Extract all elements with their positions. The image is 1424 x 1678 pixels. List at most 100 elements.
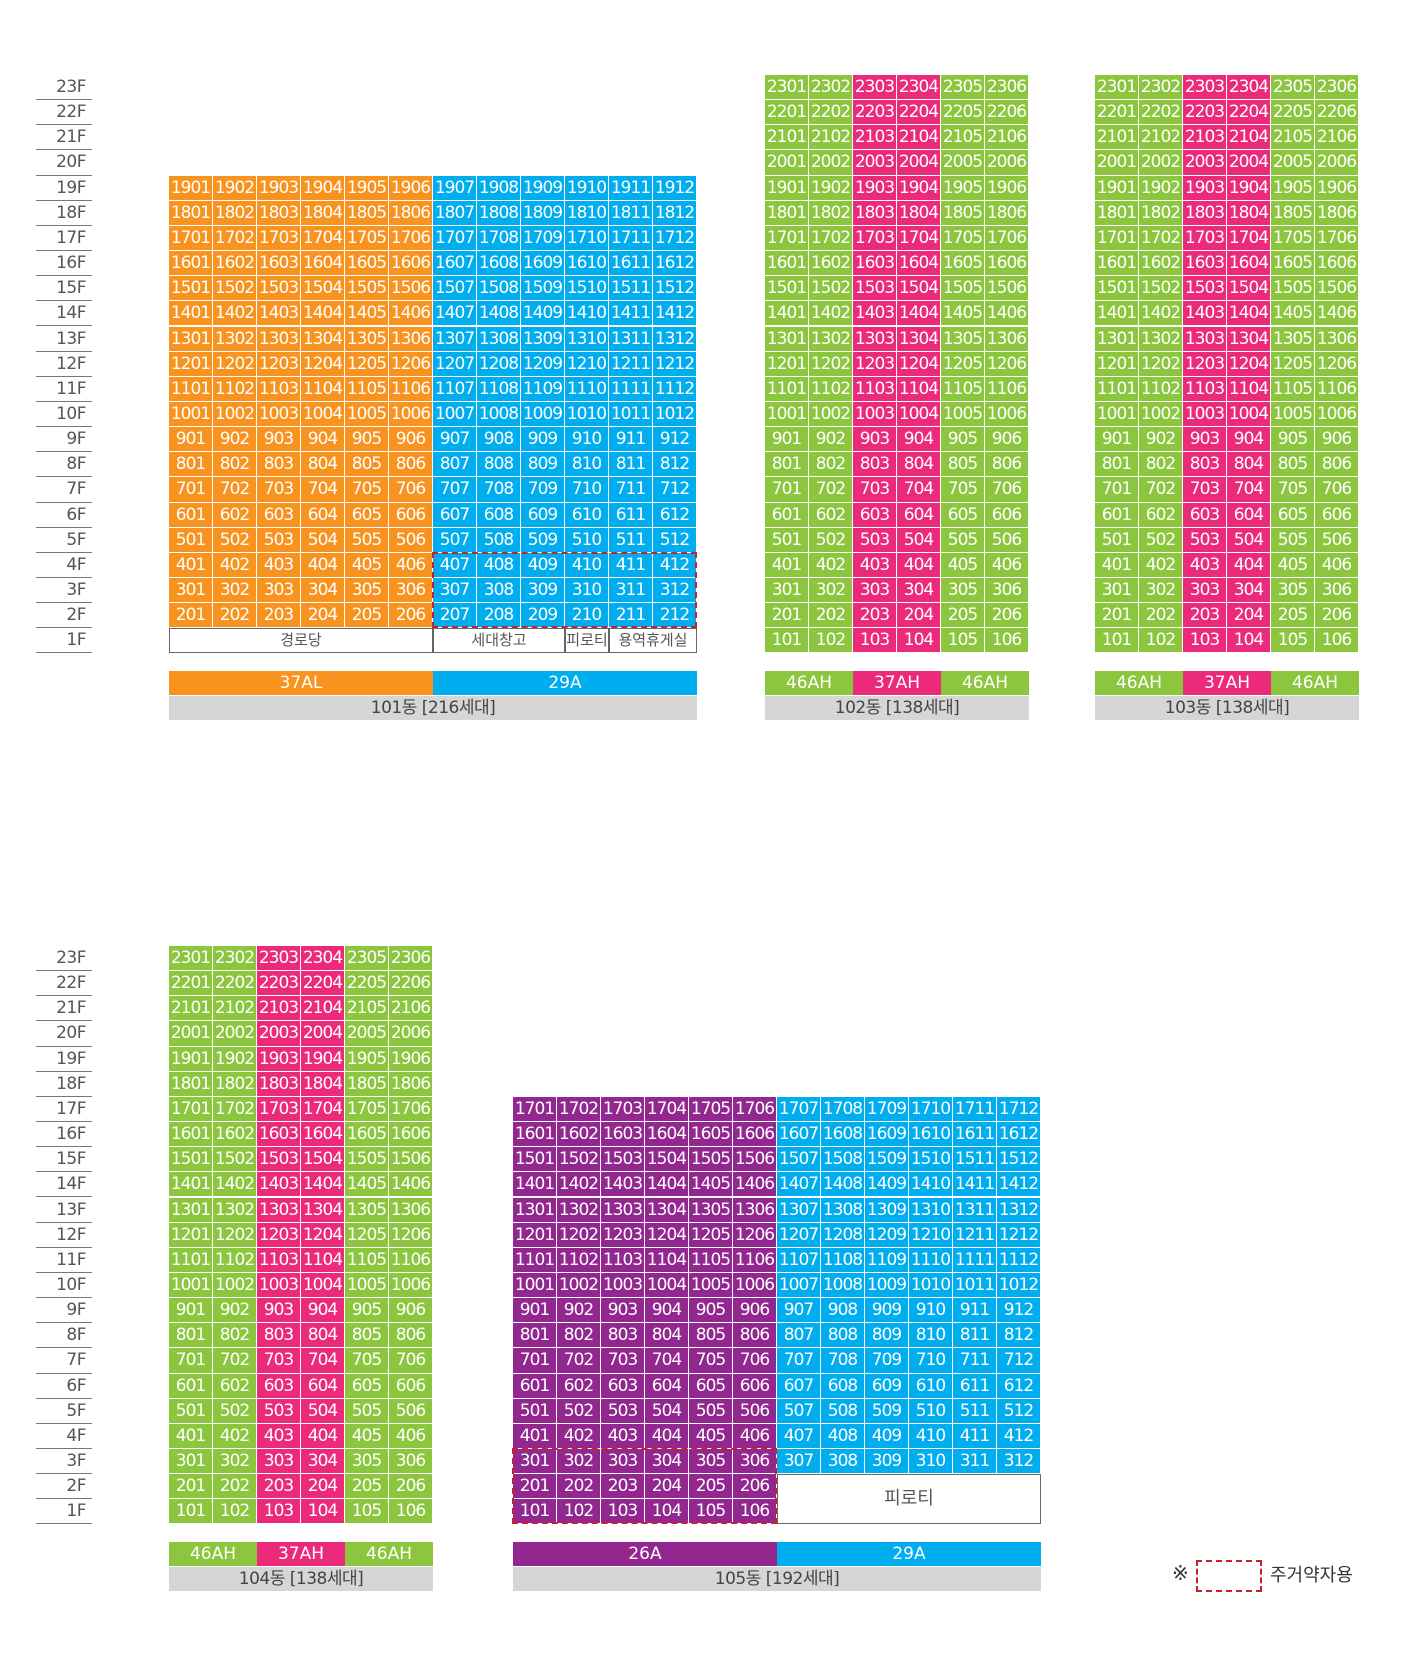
- unit-cell: 505: [689, 1398, 733, 1424]
- unit-cell: 203: [257, 1474, 301, 1500]
- unit-cell: 1102: [213, 376, 257, 402]
- unit-cell: 1102: [557, 1247, 601, 1273]
- unit-cell: 1705: [345, 1096, 389, 1123]
- unit-cell: 1911: [609, 175, 653, 201]
- unit-cell: 1712: [653, 225, 697, 252]
- unit-cell: 1202: [213, 1222, 257, 1248]
- unit-cell: 1903: [853, 175, 897, 201]
- unit-cell: 1607: [433, 251, 477, 277]
- unit-cell: 1808: [477, 200, 521, 226]
- unit-cell: 212: [653, 603, 697, 629]
- unit-cell: 1107: [777, 1247, 821, 1273]
- unit-cell: 601: [169, 1373, 213, 1399]
- unit-cell: 1505: [941, 276, 985, 302]
- unit-cell: 1905: [345, 1046, 389, 1072]
- legend-dashed-box: [1196, 1560, 1262, 1592]
- unit-cell: 705: [345, 477, 389, 503]
- unit-cell: 802: [809, 452, 853, 478]
- unit-cell: 806: [389, 1323, 433, 1349]
- unit-cell: 1702: [557, 1096, 601, 1123]
- unit-cell: 711: [953, 1348, 997, 1374]
- unit-cell: 1709: [521, 225, 565, 252]
- unit-cell: 506: [1315, 527, 1359, 553]
- unit-cell: 811: [953, 1323, 997, 1349]
- unit-cell: 605: [941, 502, 985, 528]
- unit-cell: 1201: [765, 351, 809, 377]
- unit-cell: 2205: [1271, 100, 1315, 126]
- unit-cell: 1603: [1183, 251, 1227, 277]
- unit-cell: 501: [1095, 527, 1139, 553]
- floor-label: 7F: [36, 1348, 92, 1374]
- unit-cell: 1810: [565, 200, 609, 226]
- unit-cell: 509: [521, 527, 565, 553]
- unit-cell: 307: [433, 578, 477, 604]
- unit-cell: 1302: [213, 326, 257, 352]
- unit-cell: 1611: [953, 1122, 997, 1148]
- unit-cell: 1305: [689, 1197, 733, 1223]
- unit-cell: 803: [257, 1323, 301, 1349]
- unit-cell: 1209: [865, 1222, 909, 1248]
- unit-cell: 1511: [953, 1147, 997, 1173]
- unit-cell: 408: [477, 552, 521, 578]
- unit-cell: 1503: [257, 1147, 301, 1173]
- unit-cell: 2001: [765, 150, 809, 176]
- unit-cell: 1401: [1095, 301, 1139, 327]
- unit-cell: 1206: [985, 351, 1029, 377]
- unit-cell: 1402: [1139, 301, 1183, 327]
- unit-cell: 801: [1095, 452, 1139, 478]
- unit-cell: 306: [1315, 578, 1359, 604]
- unit-cell: 701: [765, 477, 809, 503]
- unit-cell: 1305: [1271, 326, 1315, 352]
- unit-cell: 1604: [897, 251, 941, 277]
- unit-cell: 1802: [809, 200, 853, 226]
- unit-cell: 1604: [301, 251, 345, 277]
- unit-cell: 1910: [565, 175, 609, 201]
- unit-cell: 704: [645, 1348, 689, 1374]
- unit-cell: 603: [257, 502, 301, 528]
- unit-cell: 1806: [1315, 200, 1359, 226]
- floor-label: 23F: [36, 946, 92, 972]
- unit-cell: 611: [609, 502, 653, 528]
- unit-cell: 1106: [1315, 376, 1359, 402]
- unit-cell: 303: [853, 578, 897, 604]
- unit-cell: 805: [689, 1323, 733, 1349]
- unit-cell: 701: [169, 1348, 213, 1374]
- floor-label: 7F: [36, 477, 92, 503]
- unit-cell: 803: [601, 1323, 645, 1349]
- unit-cell: 1605: [689, 1122, 733, 1148]
- unit-cell: 1705: [1271, 225, 1315, 252]
- unit-cell: 1702: [1139, 225, 1183, 252]
- floor-label: 19F: [36, 1047, 92, 1072]
- unit-cell: 1506: [389, 276, 433, 302]
- floor-label: 16F: [36, 1122, 92, 1148]
- unit-cell: 701: [169, 477, 213, 503]
- unit-cell: 707: [777, 1348, 821, 1374]
- unit-cell: 208: [477, 603, 521, 629]
- unit-cell: 1902: [809, 175, 853, 201]
- unit-cell: 2006: [1315, 150, 1359, 176]
- unit-cell: 1502: [809, 276, 853, 302]
- unit-cell: 806: [1315, 452, 1359, 478]
- unit-type-bar: 46AH: [1271, 671, 1359, 696]
- unit-cell: 711: [609, 477, 653, 503]
- floor-label: 15F: [36, 1147, 92, 1173]
- unit-cell: 1303: [1183, 326, 1227, 352]
- unit-cell: 906: [733, 1298, 777, 1324]
- floor-label: 5F: [36, 528, 92, 553]
- unit-cell: 1602: [809, 251, 853, 277]
- floor-label: 2F: [36, 603, 92, 629]
- unit-cell: 1001: [169, 1272, 213, 1299]
- unit-cell: 1405: [345, 301, 389, 327]
- unit-cell: 504: [645, 1398, 689, 1424]
- unit-cell: 303: [1183, 578, 1227, 604]
- unit-cell: 2106: [1315, 125, 1359, 151]
- unit-cell: 1408: [477, 301, 521, 327]
- unit-cell: 305: [689, 1449, 733, 1475]
- unit-cell: 1306: [985, 326, 1029, 352]
- unit-cell: 2104: [1227, 125, 1271, 151]
- unit-cell: 1105: [941, 376, 985, 402]
- unit-cell: 2301: [169, 946, 213, 972]
- unit-cell: 1104: [1227, 376, 1271, 402]
- unit-cell: 1504: [897, 276, 941, 302]
- unit-cell: 905: [345, 427, 389, 453]
